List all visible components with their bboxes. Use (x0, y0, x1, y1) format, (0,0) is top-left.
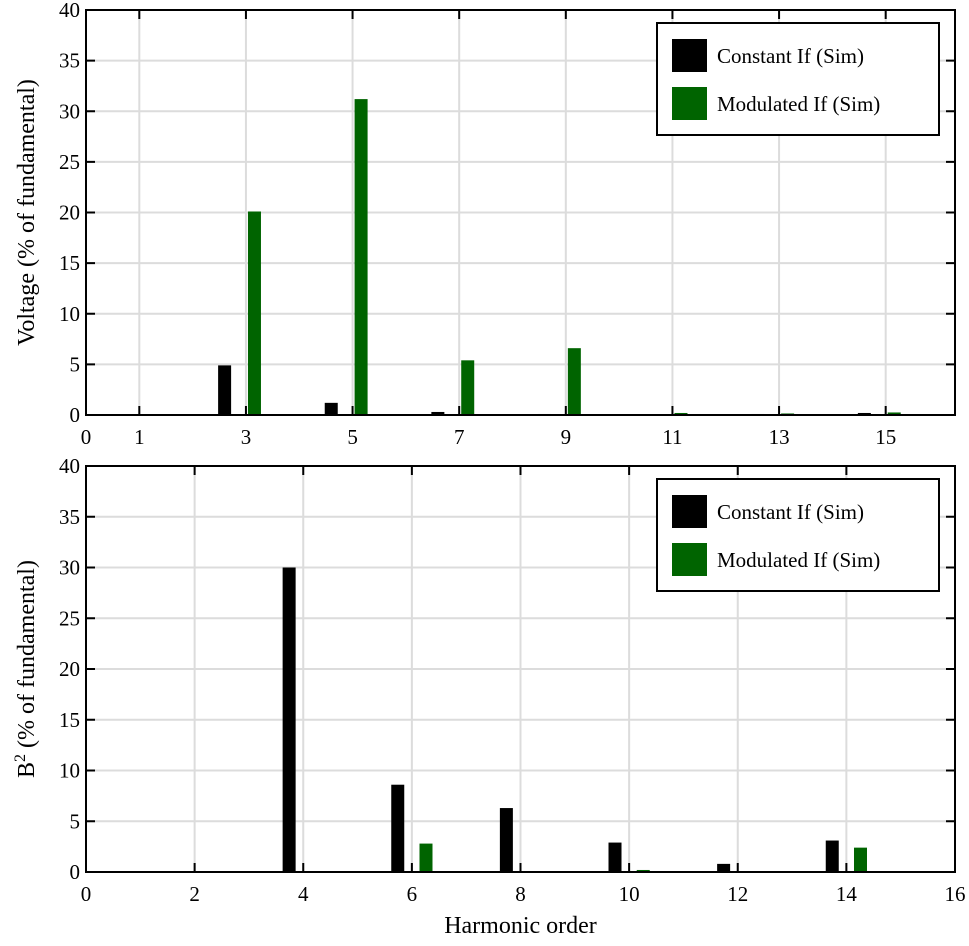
x-tick-label: 12 (727, 882, 748, 906)
bar-constant (324, 402, 338, 415)
x-tick-label: 1 (134, 425, 145, 449)
bar-constant (391, 784, 405, 872)
y-tick-label: 10 (59, 759, 80, 783)
y-axis-title: Voltage (% of fundamental) (14, 79, 40, 346)
y-tick-label: 15 (59, 251, 80, 275)
y-tick-label: 40 (59, 454, 80, 478)
y-tick-label: 40 (59, 0, 80, 22)
y-tick-label: 0 (70, 403, 81, 427)
x-tick-label: 5 (347, 425, 358, 449)
legend-swatch-modulated (672, 543, 707, 576)
x-tick-label: 7 (454, 425, 465, 449)
y-tick-label: 5 (70, 352, 81, 376)
x-tick-label: 15 (875, 425, 896, 449)
bar-modulated (247, 211, 261, 415)
bar-constant (499, 808, 513, 872)
bar-constant (717, 863, 731, 872)
x-tick-label: 9 (561, 425, 572, 449)
legend-label-modulated: Modulated If (Sim) (717, 548, 880, 572)
chart-panel-2: 0 5 10 15 20 25 30 35 40 0 2 4 6 8 10 12 14 16 B2 (% of fu… (12, 454, 966, 939)
bar-modulated (354, 99, 368, 415)
bar-modulated (419, 843, 433, 872)
bar-modulated (674, 412, 688, 415)
bar-constant (218, 365, 232, 415)
x-tick-label: 3 (241, 425, 252, 449)
legend-label-modulated: Modulated If (Sim) (717, 92, 880, 116)
bar-modulated (887, 412, 901, 415)
y-tick-label: 20 (59, 201, 80, 225)
y-axis-title: B2 (% of fundamental) (12, 560, 40, 778)
y-tick-label: 25 (59, 606, 80, 630)
y-tick-label: 30 (59, 556, 80, 580)
y-tick-label: 30 (59, 99, 80, 123)
y-tick-label: 35 (59, 49, 80, 73)
bar-modulated (567, 348, 581, 415)
y-tick-label: 35 (59, 505, 80, 529)
x-tick-label: 13 (769, 425, 790, 449)
legend: Constant If (Sim) Modulated If (Sim) (656, 22, 940, 136)
legend-swatch-constant (672, 495, 707, 528)
x-tick-label: 4 (298, 882, 309, 906)
x-tick-label: 0 (81, 425, 92, 449)
x-tick-label: 16 (945, 882, 966, 906)
y-tick-label: 5 (70, 809, 81, 833)
y-tick-label: 0 (70, 860, 81, 884)
x-tick-label: 8 (515, 882, 526, 906)
x-tick-label: 10 (619, 882, 640, 906)
x-tick-label: 0 (81, 882, 92, 906)
x-tick-label: 2 (189, 882, 200, 906)
legend-swatch-modulated (672, 87, 707, 120)
bar-modulated (853, 847, 867, 872)
bar-constant (282, 567, 296, 872)
x-tick-label: 6 (407, 882, 418, 906)
y-tick-label: 10 (59, 302, 80, 326)
legend-swatch-constant (672, 39, 707, 72)
bar-constant (825, 840, 839, 872)
bar-modulated (636, 869, 650, 872)
x-axis-title: Harmonic order (444, 913, 597, 939)
y-tick-label: 25 (59, 150, 80, 174)
legend-label-constant: Constant If (Sim) (717, 500, 864, 524)
legend-label-constant: Constant If (Sim) (717, 44, 864, 68)
y-tick-label: 20 (59, 657, 80, 681)
y-tick-label: 15 (59, 708, 80, 732)
x-tick-label: 11 (662, 425, 682, 449)
bar-constant (857, 412, 871, 415)
bar-constant (608, 842, 622, 872)
bar-constant (431, 411, 445, 415)
x-tick-label: 14 (836, 882, 858, 906)
bar-modulated (461, 360, 475, 415)
legend: Constant If (Sim) Modulated If (Sim) (656, 478, 940, 592)
